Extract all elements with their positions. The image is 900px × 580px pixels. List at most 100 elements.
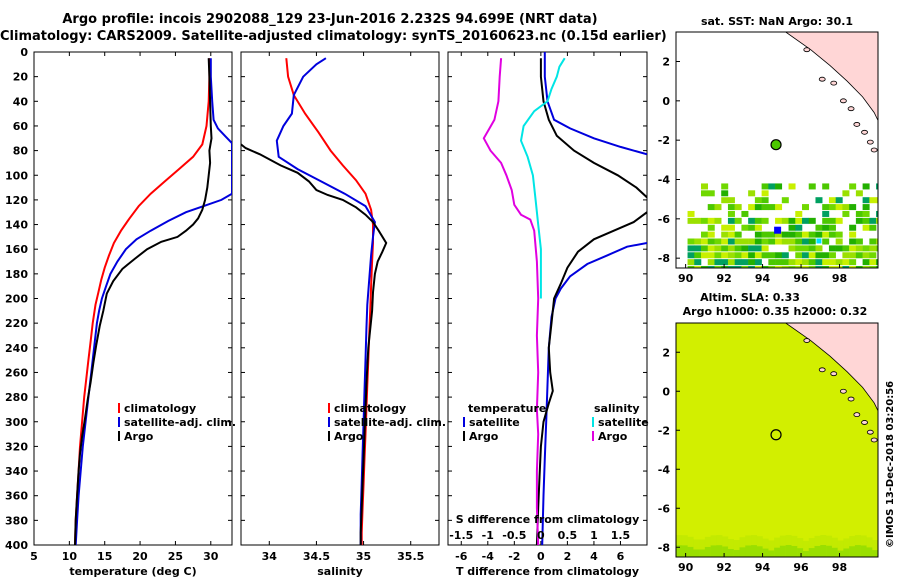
sst-cell — [795, 259, 803, 266]
temperature-panel: 0 20 40 60 80 100 120 140 160 180 200 220 240 260 280 3… — [5, 46, 233, 578]
sla-mid-cell — [687, 536, 694, 547]
salinity-series-argo — [241, 143, 388, 545]
sst-cell — [721, 231, 729, 238]
sst-cell — [849, 245, 857, 252]
sst-cell — [822, 238, 830, 245]
sst-cell — [855, 190, 863, 197]
sst-cell — [862, 266, 870, 268]
sst-cell — [727, 224, 735, 231]
sla-mid-cell — [849, 536, 856, 547]
sst_map-xtick-label: 98 — [832, 272, 847, 285]
sla-low-cell — [722, 546, 729, 557]
sla-low-cell — [808, 548, 815, 557]
sst-cell — [748, 259, 756, 266]
sst-cell — [748, 190, 756, 197]
sst-cell — [761, 266, 769, 268]
island — [818, 367, 826, 373]
island — [870, 147, 878, 153]
depth-tick-label: 280 — [5, 391, 28, 404]
sst-cell — [687, 252, 695, 259]
sla_map-xtick-label: 90 — [678, 561, 694, 574]
sst-cell — [727, 231, 735, 238]
island — [830, 371, 838, 377]
difference-xtick-label: -6 — [455, 550, 468, 563]
sla-mid-cell — [814, 535, 821, 546]
sst-cell — [828, 197, 836, 204]
sst-cell — [761, 183, 769, 190]
sst-cell — [795, 210, 803, 217]
diff-legend-s-label: Argo — [598, 430, 628, 443]
sst-cell — [687, 210, 695, 217]
island — [839, 98, 847, 104]
sst-cell — [842, 210, 850, 217]
sst-cell — [802, 245, 810, 252]
sst-cell — [741, 238, 749, 245]
sst-cell — [768, 231, 776, 238]
sst-cell — [802, 266, 810, 268]
sla-low-cell — [866, 547, 873, 557]
sla-mid-cell — [779, 535, 786, 546]
sst-cell — [842, 252, 850, 259]
temperature-legend-label: climatology — [124, 402, 196, 415]
temperature-xtick-label: 20 — [132, 550, 148, 563]
sla-mid-cell — [774, 537, 781, 548]
sst-cell — [828, 252, 836, 259]
sst-cell — [727, 252, 735, 259]
sst-cell — [754, 197, 762, 204]
diff-legend-t-label: satellite — [469, 416, 520, 429]
sst-cell — [828, 231, 836, 238]
island — [803, 338, 811, 343]
sst-cell — [741, 245, 749, 252]
sla-low-cell — [751, 545, 758, 557]
imos-credit: ©IMOS 13-Dec-2018 03:20:56 — [885, 381, 896, 548]
sst-cell — [707, 190, 715, 197]
sla_map-ytick-label: 0 — [662, 385, 670, 398]
sst-cell — [775, 231, 783, 238]
sla_map-ytick-label: -8 — [658, 541, 670, 554]
temperature-series-satellite — [74, 58, 232, 545]
sla-mid-cell — [716, 535, 723, 546]
sst-cell — [701, 252, 709, 259]
sst-cell — [795, 238, 803, 245]
sst-cell — [775, 266, 783, 268]
sst-cell — [828, 266, 836, 268]
sst-cell — [687, 245, 695, 252]
sst-cell — [781, 217, 789, 224]
sst-cell — [876, 217, 878, 224]
sst-cell — [808, 245, 816, 252]
sst-cell — [788, 266, 796, 268]
depth-tick-label: 320 — [5, 440, 28, 453]
depth-tick-label: 340 — [5, 465, 28, 478]
sst-cell — [835, 204, 843, 211]
sst-cell — [822, 224, 830, 231]
island — [839, 388, 847, 394]
sst-cell — [694, 252, 702, 259]
sst-cell — [727, 259, 735, 266]
difference-series-argo — [535, 211, 647, 545]
sst-cell — [862, 197, 870, 204]
sst_map-panel: 90 92 94 96 98 2 0 -2 -4 -6 -8 — [658, 31, 879, 285]
sla-mid-cell — [768, 540, 775, 551]
s-diff-tick-label: 1 — [590, 529, 598, 542]
sst-cell — [795, 266, 803, 268]
difference-series-satellite — [543, 52, 647, 156]
sst-cell — [849, 252, 857, 259]
sst-cell — [707, 266, 715, 268]
sst-cell — [775, 217, 783, 224]
sst-cell — [754, 231, 762, 238]
sst_map-frame — [675, 31, 879, 269]
sla-mid-cell — [820, 535, 827, 546]
sla-low-cell — [837, 550, 844, 557]
sla-mid-cell — [797, 538, 804, 549]
diff-legend-t-label: Argo — [469, 430, 499, 443]
sst-cell — [714, 245, 722, 252]
sst-cell — [876, 245, 878, 252]
sst-cell — [808, 217, 816, 224]
sst-cell — [687, 259, 695, 266]
sla-mid-cell — [681, 535, 688, 546]
sst-cell — [869, 217, 877, 224]
difference-xtick-label: -2 — [508, 550, 520, 563]
sst_map-ytick-label: -4 — [658, 174, 671, 187]
sla-low-cell — [802, 550, 809, 557]
